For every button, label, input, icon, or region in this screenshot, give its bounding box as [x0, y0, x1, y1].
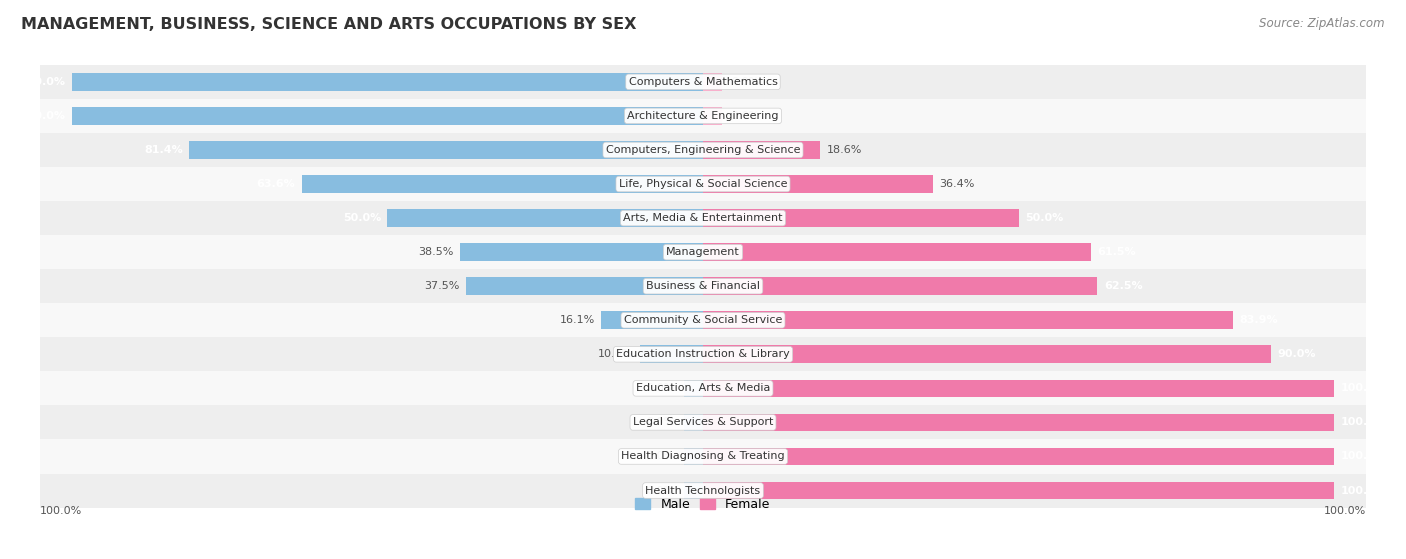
Text: Health Technologists: Health Technologists — [645, 486, 761, 495]
Text: 90.0%: 90.0% — [1278, 349, 1316, 359]
Text: Education, Arts & Media: Education, Arts & Media — [636, 383, 770, 394]
Text: Computers & Mathematics: Computers & Mathematics — [628, 77, 778, 87]
Text: 100.0%: 100.0% — [20, 77, 66, 87]
Bar — [41, 269, 1365, 303]
Text: 10.0%: 10.0% — [599, 349, 634, 359]
Text: Management: Management — [666, 247, 740, 257]
Bar — [703, 107, 721, 125]
Bar — [41, 405, 1365, 439]
Text: 100.0%: 100.0% — [1323, 506, 1365, 516]
Bar — [703, 243, 1091, 261]
Bar — [388, 209, 703, 227]
Text: 61.5%: 61.5% — [1098, 247, 1136, 257]
Bar — [703, 345, 1271, 363]
Text: 38.5%: 38.5% — [419, 247, 454, 257]
Bar — [703, 380, 1334, 397]
Bar — [703, 175, 932, 193]
Bar — [703, 414, 1334, 432]
Bar — [703, 209, 1018, 227]
Bar — [41, 303, 1365, 337]
Text: 83.9%: 83.9% — [1239, 315, 1278, 325]
Bar — [703, 73, 721, 91]
Text: 36.4%: 36.4% — [939, 179, 974, 189]
Bar — [467, 277, 703, 295]
Legend: Male, Female: Male, Female — [636, 498, 770, 511]
Text: 100.0%: 100.0% — [1340, 383, 1386, 394]
Bar — [703, 277, 1098, 295]
Bar — [41, 201, 1365, 235]
Text: 0.0%: 0.0% — [647, 486, 675, 495]
Text: 16.1%: 16.1% — [560, 315, 595, 325]
Bar — [41, 99, 1365, 133]
Bar — [460, 243, 703, 261]
Text: Health Diagnosing & Treating: Health Diagnosing & Treating — [621, 452, 785, 462]
Bar — [703, 482, 1334, 499]
Text: Legal Services & Support: Legal Services & Support — [633, 418, 773, 428]
Bar — [685, 414, 703, 432]
Text: 0.0%: 0.0% — [647, 383, 675, 394]
Bar — [685, 380, 703, 397]
Text: Computers, Engineering & Science: Computers, Engineering & Science — [606, 145, 800, 155]
Bar — [72, 107, 703, 125]
Text: Architecture & Engineering: Architecture & Engineering — [627, 111, 779, 121]
Bar — [41, 133, 1365, 167]
Text: 50.0%: 50.0% — [1025, 213, 1063, 223]
Bar — [72, 73, 703, 91]
Text: 100.0%: 100.0% — [41, 506, 83, 516]
Text: 62.5%: 62.5% — [1104, 281, 1143, 291]
Text: 0.0%: 0.0% — [647, 418, 675, 428]
Text: Education Instruction & Library: Education Instruction & Library — [616, 349, 790, 359]
Text: 63.6%: 63.6% — [256, 179, 295, 189]
Text: Life, Physical & Social Science: Life, Physical & Social Science — [619, 179, 787, 189]
Text: 0.0%: 0.0% — [731, 77, 759, 87]
Text: Business & Financial: Business & Financial — [645, 281, 761, 291]
Text: MANAGEMENT, BUSINESS, SCIENCE AND ARTS OCCUPATIONS BY SEX: MANAGEMENT, BUSINESS, SCIENCE AND ARTS O… — [21, 17, 637, 32]
Text: 50.0%: 50.0% — [343, 213, 381, 223]
Text: 100.0%: 100.0% — [1340, 452, 1386, 462]
Bar — [703, 141, 821, 159]
Text: Community & Social Service: Community & Social Service — [624, 315, 782, 325]
Bar — [41, 337, 1365, 371]
Bar — [41, 65, 1365, 99]
Text: Source: ZipAtlas.com: Source: ZipAtlas.com — [1260, 17, 1385, 30]
Bar — [41, 371, 1365, 405]
Bar — [703, 448, 1334, 465]
Text: 0.0%: 0.0% — [647, 452, 675, 462]
Bar — [703, 311, 1233, 329]
Text: 81.4%: 81.4% — [145, 145, 183, 155]
Bar — [301, 175, 703, 193]
Bar — [41, 235, 1365, 269]
Bar — [602, 311, 703, 329]
Text: 100.0%: 100.0% — [20, 111, 66, 121]
Bar — [41, 439, 1365, 473]
Text: Arts, Media & Entertainment: Arts, Media & Entertainment — [623, 213, 783, 223]
Bar — [640, 345, 703, 363]
Bar — [41, 473, 1365, 508]
Bar — [685, 448, 703, 465]
Text: 100.0%: 100.0% — [1340, 486, 1386, 495]
Text: 37.5%: 37.5% — [425, 281, 460, 291]
Text: 0.0%: 0.0% — [731, 111, 759, 121]
Bar — [190, 141, 703, 159]
Text: 100.0%: 100.0% — [1340, 418, 1386, 428]
Bar — [41, 167, 1365, 201]
Bar — [685, 482, 703, 499]
Text: 18.6%: 18.6% — [827, 145, 862, 155]
